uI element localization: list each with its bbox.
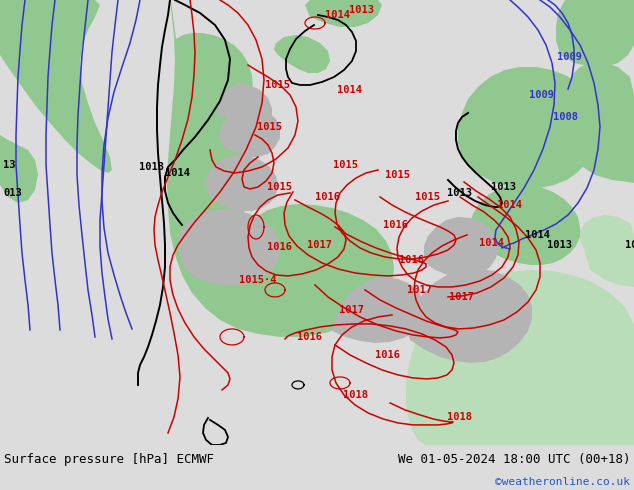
Text: 1016: 1016 — [382, 220, 408, 230]
Text: 1014: 1014 — [498, 200, 522, 210]
Text: 1014: 1014 — [526, 230, 550, 240]
Polygon shape — [305, 0, 382, 27]
Text: 1013: 1013 — [491, 182, 517, 192]
Text: 1015: 1015 — [257, 122, 283, 132]
Text: 1016: 1016 — [316, 192, 340, 202]
Text: 1015: 1015 — [415, 192, 441, 202]
Text: 1014: 1014 — [479, 238, 505, 248]
Text: 1013: 1013 — [349, 5, 375, 15]
Polygon shape — [408, 269, 532, 363]
Text: 10: 10 — [625, 240, 634, 250]
Polygon shape — [0, 0, 112, 173]
Polygon shape — [220, 108, 280, 157]
Polygon shape — [424, 217, 498, 277]
Text: ©weatheronline.co.uk: ©weatheronline.co.uk — [495, 477, 630, 487]
Polygon shape — [568, 63, 634, 183]
Text: 13: 13 — [3, 160, 15, 170]
Text: 1014: 1014 — [165, 168, 190, 178]
Text: 1013: 1013 — [548, 240, 573, 250]
Text: 1015: 1015 — [266, 80, 290, 90]
Polygon shape — [330, 277, 425, 343]
Polygon shape — [178, 209, 280, 285]
Text: 1016: 1016 — [375, 350, 401, 360]
Text: 1017: 1017 — [307, 240, 332, 250]
Text: 1015: 1015 — [268, 182, 292, 192]
Polygon shape — [395, 270, 634, 445]
Polygon shape — [469, 185, 580, 265]
Polygon shape — [274, 35, 330, 73]
Text: 1014: 1014 — [186, 0, 210, 2]
Text: 1013: 1013 — [139, 162, 164, 172]
Text: 1015: 1015 — [385, 170, 410, 180]
Polygon shape — [0, 135, 38, 203]
Polygon shape — [458, 67, 599, 189]
Polygon shape — [206, 155, 278, 211]
Text: 1017: 1017 — [450, 292, 474, 302]
Text: 1016: 1016 — [268, 242, 292, 252]
Text: 1018: 1018 — [448, 412, 472, 422]
Text: 1018: 1018 — [342, 390, 368, 400]
Text: 1014: 1014 — [325, 10, 351, 20]
Text: 1016: 1016 — [399, 255, 425, 265]
Text: 1009: 1009 — [557, 52, 583, 62]
Text: We 01-05-2024 18:00 UTC (00+18): We 01-05-2024 18:00 UTC (00+18) — [398, 453, 630, 466]
Text: 1016: 1016 — [297, 332, 323, 342]
Text: 013: 013 — [3, 188, 22, 198]
Text: 1017: 1017 — [339, 305, 365, 315]
Polygon shape — [556, 0, 634, 67]
Text: 1014: 1014 — [337, 85, 363, 95]
Text: 1017: 1017 — [408, 285, 432, 295]
Text: 1008: 1008 — [552, 112, 578, 122]
Polygon shape — [218, 83, 272, 133]
Text: 1013: 1013 — [448, 188, 472, 198]
Polygon shape — [580, 215, 634, 287]
Polygon shape — [167, 0, 394, 337]
Text: 1015·4: 1015·4 — [239, 275, 277, 285]
Text: 1009: 1009 — [529, 90, 555, 100]
Text: Surface pressure [hPa] ECMWF: Surface pressure [hPa] ECMWF — [4, 453, 214, 466]
Text: 1015: 1015 — [333, 160, 358, 170]
